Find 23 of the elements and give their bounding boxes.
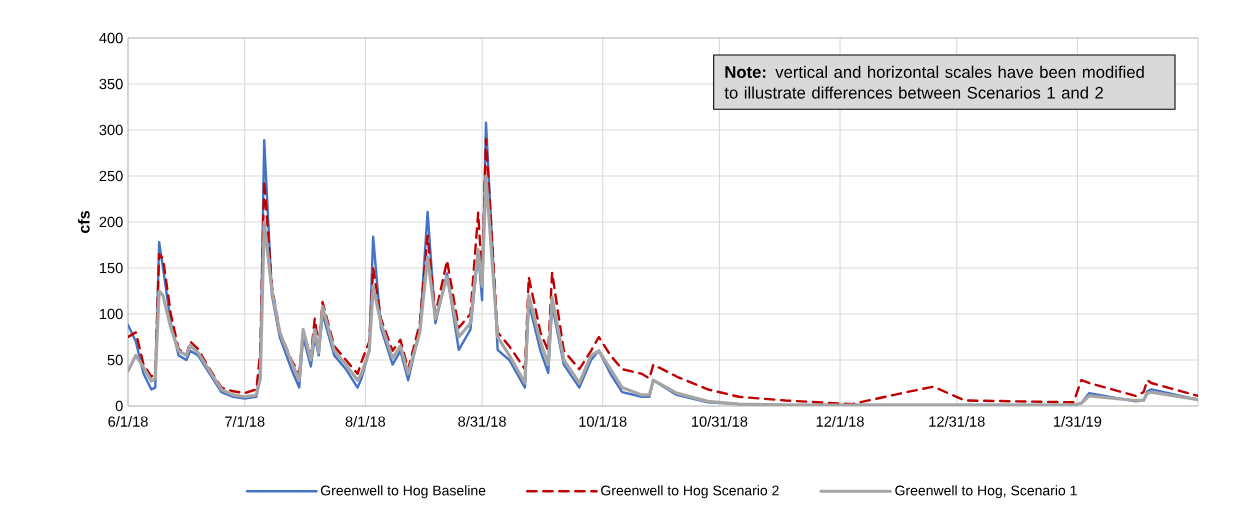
legend-label: Greenwell to Hog Baseline — [320, 485, 486, 499]
y-tick-label: 50 — [107, 354, 123, 366]
y-tick-label: 300 — [99, 124, 123, 136]
x-tick-label: 8/1/18 — [345, 416, 386, 427]
y-tick-label: 0 — [115, 400, 123, 412]
y-tick-label: 100 — [99, 308, 123, 320]
y-axis-title: cfs — [77, 211, 90, 233]
x-tick-label: 1/31/19 — [1054, 416, 1102, 427]
x-tick-label: 10/31/18 — [691, 416, 748, 427]
x-tick-label: 12/1/18 — [816, 416, 864, 427]
x-tick-label: 7/1/18 — [225, 416, 265, 427]
annotation: Note: vertical and horizontal scales have been modified to illustrate differences between Scenarios 1 and 2 — [724, 65, 1144, 99]
x-tick-label: 12/31/18 — [929, 416, 985, 427]
legend-label: Greenwell to Hog, Scenario 1 — [895, 485, 1077, 499]
y-tick-label: 200 — [99, 216, 123, 228]
y-tick-label: 350 — [99, 78, 123, 90]
x-tick-label: 10/1/18 — [579, 416, 627, 427]
x-tick-label: 6/1/18 — [108, 416, 148, 427]
x-tick-label: 8/31/18 — [458, 416, 506, 427]
y-tick-label: 250 — [99, 170, 123, 182]
legend-label: Greenwell to Hog Scenario 2 — [601, 485, 779, 499]
y-tick-label: 150 — [99, 262, 123, 274]
y-tick-label: 400 — [99, 32, 123, 44]
